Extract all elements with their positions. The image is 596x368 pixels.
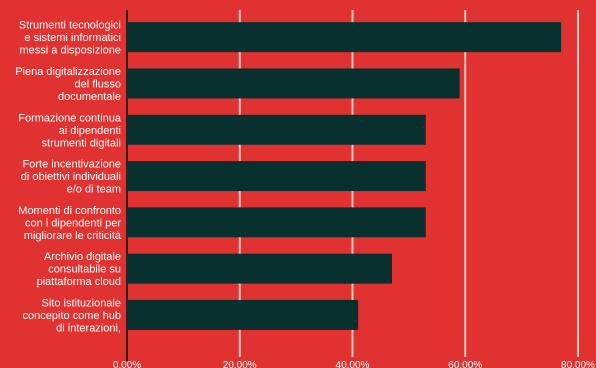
category-label-line: concepito come hub bbox=[23, 310, 121, 322]
bar bbox=[127, 22, 562, 53]
tick-labels: 0.00% 20.00% 40.00% 60.00% 80.00% bbox=[113, 360, 595, 368]
category-label-line: migliorare le criticità bbox=[24, 230, 122, 242]
category-label: Forte incentivazione di obiettivi individ… bbox=[21, 159, 121, 196]
category-label-line: Formazione continua bbox=[18, 112, 122, 124]
category-label: Strumenti tecnologici e sistemi informati… bbox=[19, 20, 121, 57]
x-tick-label: 20.00% bbox=[223, 360, 257, 368]
x-tick-label: 40.00% bbox=[336, 360, 370, 368]
bar bbox=[127, 68, 460, 99]
bar bbox=[127, 114, 426, 145]
category-labels: Strumenti tecnologici e sistemi informati… bbox=[15, 20, 122, 335]
category-label-line: Piena digitalizzazione bbox=[15, 66, 121, 78]
category-label-line: di obiettivi individuali bbox=[21, 171, 121, 183]
category-label-line: Archivio digitale bbox=[44, 251, 121, 263]
category-label-line: e/o di team bbox=[67, 184, 121, 196]
x-tick-label: 0.00% bbox=[113, 360, 141, 368]
bar bbox=[127, 299, 359, 330]
x-tick-label: 80.00% bbox=[561, 360, 595, 368]
bar bbox=[127, 161, 426, 192]
category-label-line: Sito istituzionale bbox=[42, 297, 122, 309]
category-label-line: di interazioni, bbox=[56, 322, 121, 334]
category-label-line: documentale bbox=[58, 91, 121, 103]
category-label: Sito istituzionale concepito come hub di i… bbox=[23, 297, 121, 334]
category-label: Piena digitalizzazione del flusso document… bbox=[15, 66, 121, 103]
category-label-line: piattaforma cloud bbox=[37, 276, 121, 288]
category-label-line: Forte incentivazione bbox=[23, 159, 121, 171]
category-label: Archivio digitale consultabile su piattafo… bbox=[37, 251, 121, 288]
category-label-line: strumenti digitali bbox=[42, 137, 121, 149]
bar bbox=[127, 253, 392, 284]
category-label: Momenti di confronto con i dipendenti per… bbox=[18, 205, 122, 242]
category-label-line: ai dipendenti bbox=[59, 125, 121, 137]
category-label-line: Strumenti tecnologici bbox=[19, 20, 121, 32]
category-label-line: e sistemi informatici bbox=[24, 32, 121, 44]
category-label-line: consultabile su bbox=[48, 264, 121, 276]
x-tick-label: 60.00% bbox=[448, 360, 482, 368]
category-label-line: del flusso bbox=[75, 78, 121, 90]
category-label-line: con i dipendenti per bbox=[25, 217, 121, 229]
bar bbox=[127, 207, 426, 238]
category-label-line: Momenti di confronto bbox=[18, 205, 121, 217]
category-label: Formazione continua ai dipendenti strument… bbox=[18, 112, 122, 149]
category-label-line: messi a disposizione bbox=[20, 45, 122, 57]
bars bbox=[127, 22, 562, 330]
